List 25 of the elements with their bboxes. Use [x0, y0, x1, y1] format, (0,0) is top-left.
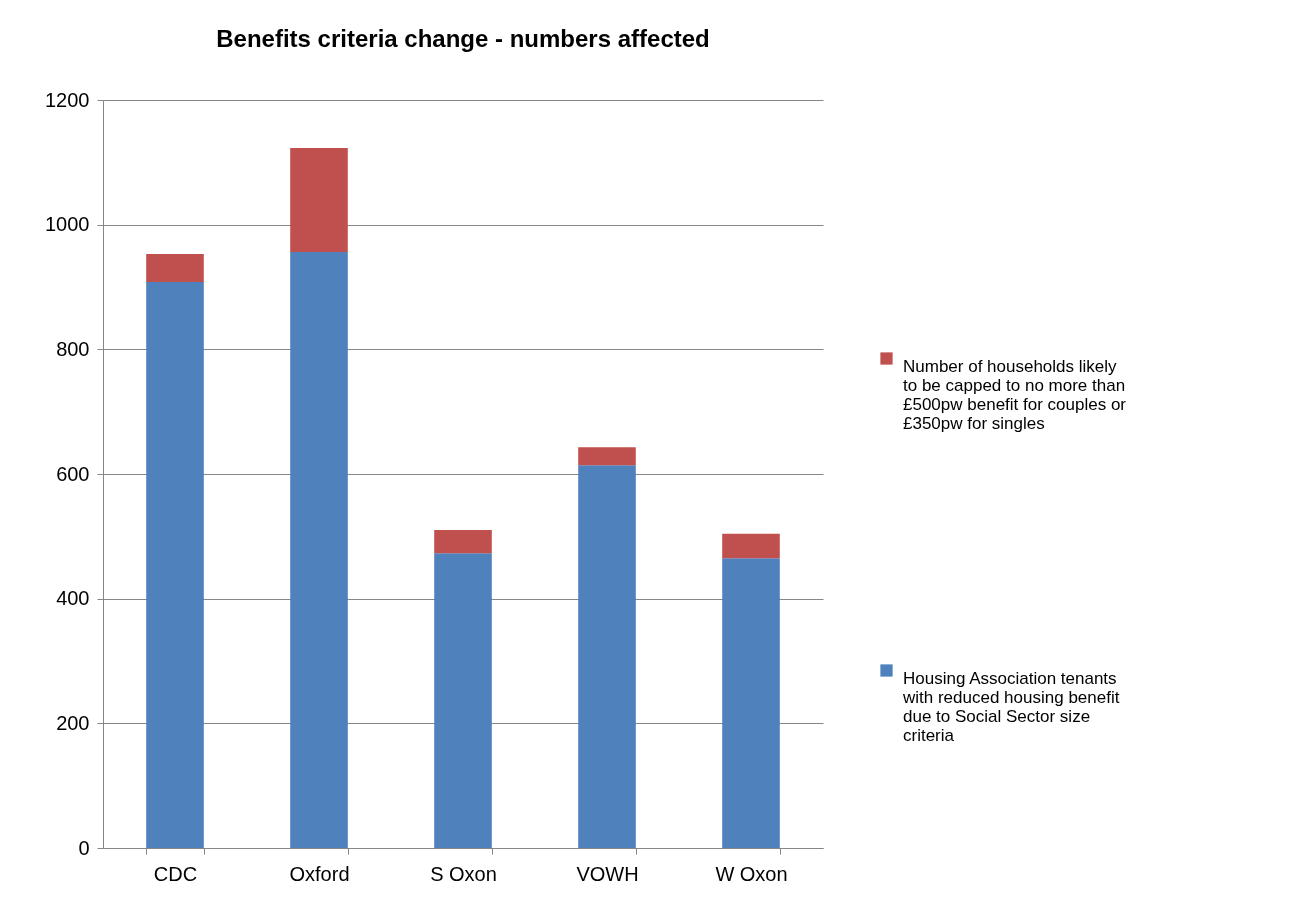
y-tick-label: 600 — [56, 462, 90, 485]
x-tick-label: W Oxon — [715, 862, 788, 885]
y-tick-label: 1000 — [45, 213, 90, 236]
y-tick-label: 800 — [56, 337, 90, 360]
x-tick-label: S Oxon — [430, 862, 497, 885]
bar — [290, 252, 348, 848]
bar — [722, 558, 780, 848]
y-tick-label: 0 — [78, 836, 90, 859]
bar — [146, 282, 204, 848]
chart-title: Benefits criteria change - numbers affected — [216, 25, 710, 52]
y-tick-label: 1200 — [45, 88, 90, 111]
bar — [578, 465, 636, 848]
legend-label: Number of households likely to be capped to no more than £500pw benefit for couples or £350pw for singles — [903, 356, 1127, 433]
legend-label: Housing Association tenants with reduced housing benefit due to Social Sector size criteria — [902, 668, 1120, 745]
y-tick-label: 200 — [56, 711, 90, 734]
x-tick-label: CDC — [153, 862, 198, 885]
x-tick-label: Oxford — [289, 862, 350, 885]
bar — [434, 530, 492, 554]
bar — [722, 533, 780, 559]
y-tick-label: 400 — [56, 587, 90, 610]
bar — [434, 553, 492, 848]
bar — [578, 447, 636, 466]
bar — [146, 253, 204, 283]
bar — [290, 148, 348, 253]
x-tick-label: VOWH — [576, 862, 639, 885]
